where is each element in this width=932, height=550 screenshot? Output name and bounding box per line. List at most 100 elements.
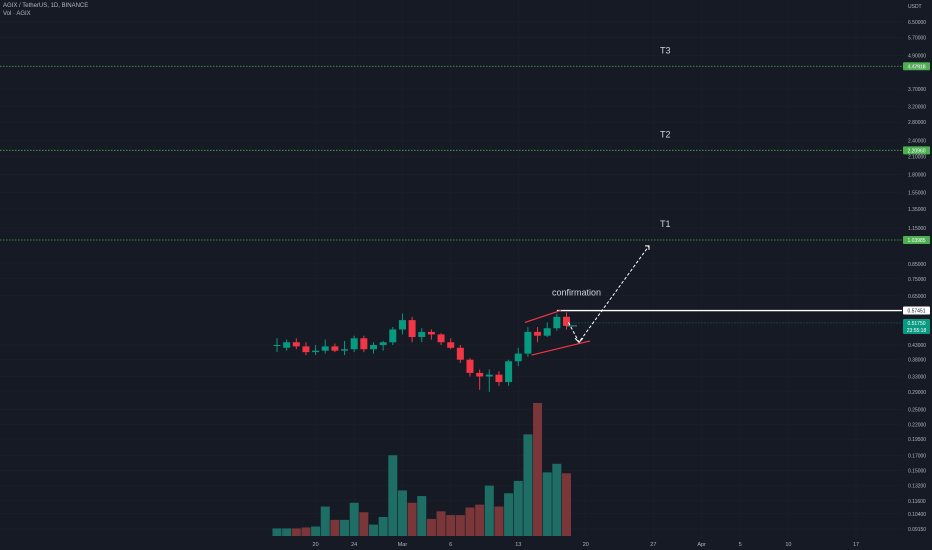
candle-body	[466, 359, 474, 373]
time-tick-label: 20	[583, 542, 589, 548]
target-label: T1	[660, 219, 671, 229]
volume-bar	[513, 480, 523, 536]
volume-bar	[397, 490, 407, 536]
price-tick-label: 0.10400	[908, 512, 926, 518]
volume-bar	[340, 519, 350, 536]
projection-arrowhead	[645, 245, 650, 250]
volume-bar	[494, 506, 504, 536]
price-tick-label: 1.15000	[908, 226, 926, 232]
volume-bar	[562, 473, 571, 536]
level-badge-text: 0.57451	[907, 309, 925, 315]
price-tick-label: 0.17000	[908, 453, 926, 459]
price-tick-label: 1.80000	[908, 173, 926, 179]
candle-body	[476, 372, 484, 377]
time-axis[interactable]: 20 24 Mar 6 13 20 27 Apr 5 10 17	[313, 542, 860, 548]
volume-bar	[320, 506, 330, 536]
price-tick-label: 0.29000	[908, 390, 926, 396]
candle-body	[456, 347, 464, 360]
time-tick-label: 27	[650, 542, 656, 548]
volume-bar	[426, 518, 436, 536]
price-tick-label: 6.50000	[908, 20, 926, 26]
level-badge-text: 4.47918	[907, 64, 925, 70]
price-tick-label: 0.19500	[908, 437, 926, 443]
wedge-upper-line	[524, 309, 562, 323]
candle-body	[398, 320, 406, 330]
target-label: T3	[660, 45, 671, 55]
volume-indicator-label: Vol · AGIX	[3, 11, 31, 17]
confirmation-label: confirmation	[552, 287, 601, 297]
price-tick-label: 0.25000	[908, 408, 926, 414]
time-tick-label: 10	[785, 542, 791, 548]
volume-bar	[272, 528, 282, 536]
price-axis[interactable]: 6.50000 5.70000 4.90000 4.47918 3.70000 3.200…	[908, 4, 926, 533]
time-tick-label: 13	[515, 542, 521, 548]
target-levels: T3 4.47918 T2 2.20960 T1 1.03985 0.57451 0.5175…	[0, 45, 930, 334]
price-tick-label: 0.33000	[908, 374, 926, 380]
volume-bar	[349, 502, 359, 536]
price-tick-label: 0.09150	[908, 527, 926, 533]
current-price-badge	[903, 318, 930, 334]
candle-body	[379, 342, 387, 345]
price-tick-label: 3.70000	[908, 87, 926, 93]
pullback-arrowhead	[574, 337, 584, 343]
candle-body	[292, 342, 300, 347]
volume-bar	[311, 526, 321, 536]
time-tick-label: 17	[853, 542, 859, 548]
candle-body	[408, 320, 416, 337]
grid-lines	[0, 0, 902, 538]
candle-body	[524, 331, 532, 354]
candle-body	[302, 346, 310, 353]
volume-bar	[330, 519, 340, 536]
candle-body	[350, 338, 358, 350]
candle-body	[312, 350, 320, 353]
level-badge	[903, 62, 930, 71]
candle-body	[370, 345, 377, 350]
time-tick-label: 20	[313, 542, 319, 548]
price-tick-label: 4.90000	[908, 54, 926, 60]
level-badge-text: 1.03985	[907, 238, 925, 244]
volume-bars	[272, 403, 571, 536]
volume-bar	[533, 403, 543, 536]
candle-body	[283, 342, 291, 348]
time-tick-label: 24	[351, 542, 357, 548]
time-tick-label: 6	[449, 542, 452, 548]
time-tick-label: Mar	[398, 542, 408, 548]
price-tick-label: 2.80000	[908, 120, 926, 126]
volume-bar	[455, 515, 465, 536]
price-tick-label: 2.10000	[908, 154, 926, 160]
price-tick-label: 0.85000	[908, 262, 926, 268]
candle-body	[427, 331, 435, 335]
candle-body	[553, 316, 561, 329]
candle-body	[534, 331, 542, 336]
candle-body	[341, 349, 349, 351]
candle-body	[543, 328, 551, 336]
price-tick-label: 0.22000	[908, 423, 926, 429]
volume-bar	[465, 507, 475, 536]
candlesticks	[273, 312, 570, 392]
candle-body	[495, 374, 503, 383]
price-tick-label: 0.15000	[908, 468, 926, 474]
candle-body	[505, 361, 513, 383]
candle-body	[389, 329, 397, 343]
price-tick-label: 0.11600	[908, 499, 926, 505]
chart-symbol-title: AGIX / TetherUS, 1D, BINANCE	[3, 3, 89, 9]
time-tick-label: Apr	[697, 542, 706, 548]
candle-body	[485, 374, 493, 377]
volume-bar	[369, 524, 378, 536]
volume-bar	[388, 455, 398, 536]
price-tick-label: 0.13200	[908, 483, 926, 489]
candle-body	[563, 316, 570, 326]
volume-bar	[436, 511, 446, 536]
currency-label: USDT	[908, 4, 922, 10]
price-tick-label: 1.55000	[908, 190, 926, 196]
price-tick-label: 1.35000	[908, 207, 926, 213]
price-tick-label: 4.47918	[908, 64, 926, 70]
price-tick-label: 0.43000	[908, 343, 926, 349]
candle-body	[418, 331, 426, 337]
level-badge	[903, 146, 930, 155]
candle-body	[437, 334, 445, 343]
volume-bar	[407, 502, 417, 536]
level-badge-text: 2.20960	[907, 148, 925, 154]
volume-bar	[282, 528, 292, 536]
